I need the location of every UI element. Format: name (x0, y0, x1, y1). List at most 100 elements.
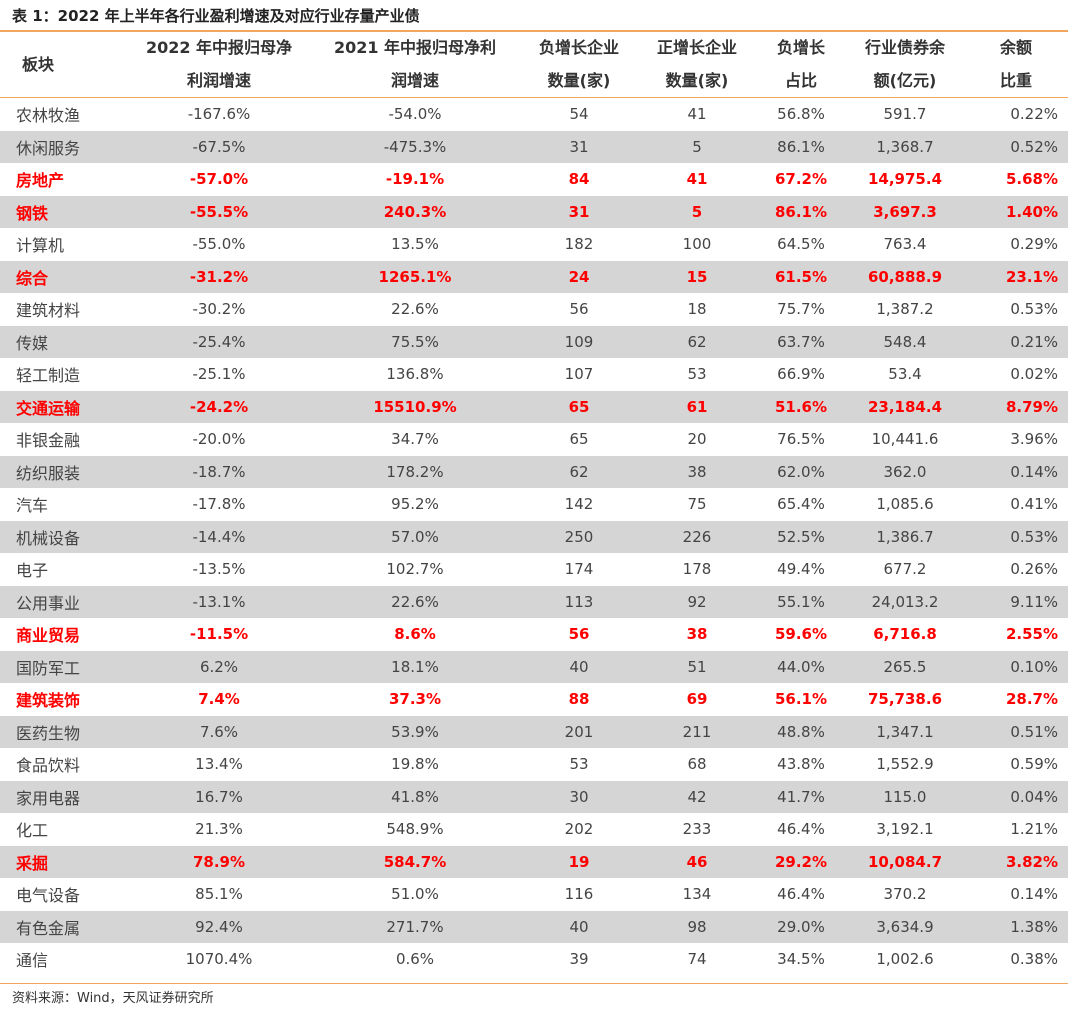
cell-neg-ratio: 46.4% (777, 820, 825, 839)
source-note: 资料来源：Wind，天风证券研究所 (12, 991, 214, 1006)
cell-bond-balance: 1,347.1 (846, 715, 964, 748)
header-neg-count-line1: 负增长企业 (538, 38, 619, 57)
cell-bond-balance: 265.5 (846, 650, 964, 683)
header-bond-balance-line1: 行业债券余 (864, 38, 945, 57)
cell-sector: 化工 (16, 821, 49, 841)
cell-bond-balance: 548.4 (846, 325, 964, 358)
cell-growth-2022: -67.5% (128, 130, 310, 163)
cell-pos-count: 41 (686, 170, 708, 189)
cell-sector: 医药生物 (0, 715, 128, 748)
cell-weight: 0.14% (1010, 885, 1058, 904)
cell-neg-ratio: 46.4% (777, 885, 825, 904)
cell-neg-count: 182 (564, 235, 594, 254)
cell-sector: 计算机 (16, 236, 65, 256)
cell-pos-count: 46 (638, 845, 756, 878)
cell-growth-2021: 136.8% (386, 365, 444, 384)
cell-growth-2021: 8.6% (394, 625, 436, 644)
cell-growth-2021: 22.6% (310, 585, 520, 618)
cell-growth-2022: -14.4% (128, 520, 310, 553)
cell-pos-count: 38 (638, 455, 756, 488)
cell-weight: 1.21% (1010, 820, 1058, 839)
cell-sector: 家用电器 (0, 780, 128, 813)
header-sector: 板块 (22, 54, 55, 74)
cell-neg-count: 65 (520, 390, 638, 423)
cell-neg-ratio: 64.5% (777, 235, 825, 254)
cell-bond-balance: 14,975.4 (867, 170, 943, 189)
cell-pos-count: 15 (638, 260, 756, 293)
cell-growth-2022: -18.7% (128, 455, 310, 488)
cell-weight: 0.14% (964, 455, 1068, 488)
cell-neg-count: 30 (520, 780, 638, 813)
cell-neg-count: 56 (568, 625, 590, 644)
cell-bond-balance: 1,386.7 (846, 520, 964, 553)
cell-neg-count: 113 (520, 585, 638, 618)
cell-bond-balance: 3,192.1 (876, 820, 934, 839)
cell-growth-2021: 34.7% (391, 430, 439, 449)
cell-weight: 0.53% (1010, 300, 1058, 319)
cell-sector: 建筑装饰 (16, 691, 81, 711)
cell-growth-2021: 271.7% (310, 910, 520, 943)
cell-neg-count: 107 (564, 365, 594, 384)
cell-growth-2021: 102.7% (386, 560, 444, 579)
table-row: 公用事业 -13.1% 22.6% 113 92 55.1% 24,013.2 9.11% (0, 585, 1068, 618)
cell-neg-ratio: 75.7% (777, 300, 825, 319)
cell-neg-count: 53 (569, 755, 589, 774)
cell-neg-count: 142 (564, 495, 594, 514)
cell-growth-2022: -57.0% (189, 170, 249, 189)
cell-neg-count: 88 (568, 690, 590, 709)
table-row: 国防军工 6.2% 18.1% 40 51 44.0% 265.5 0.10% (0, 650, 1068, 683)
cell-neg-count: 40 (520, 650, 638, 683)
table-row: 采掘 78.9% 584.7% 19 46 29.2% 10,084.7 3.82% (0, 845, 1068, 878)
cell-sector: 休闲服务 (0, 130, 128, 163)
cell-pos-count: 20 (687, 430, 707, 449)
cell-weight: 0.26% (1010, 560, 1058, 579)
cell-neg-ratio: 56.8% (777, 105, 825, 124)
cell-neg-ratio: 44.0% (756, 650, 846, 683)
cell-weight: 3.82% (964, 845, 1068, 878)
cell-bond-balance: 10,441.6 (871, 430, 939, 449)
cell-weight: 0.02% (1010, 365, 1058, 384)
cell-growth-2021: 584.7% (310, 845, 520, 878)
table-row: 农林牧渔 -167.6% -54.0% 54 41 56.8% 591.7 0.22% (0, 98, 1068, 131)
cell-weight: 0.21% (964, 325, 1068, 358)
top-rule (0, 30, 1068, 32)
cell-growth-2022: -17.8% (192, 495, 246, 514)
cell-growth-2022: -11.5% (189, 625, 249, 644)
header-pos-count-line2: 数量(家) (665, 71, 729, 90)
header-neg-ratio-line1: 负增长 (776, 38, 825, 57)
cell-growth-2021: 240.3% (310, 195, 520, 228)
cell-neg-ratio: 55.1% (756, 585, 846, 618)
cell-neg-count: 174 (564, 560, 594, 579)
cell-neg-ratio: 65.4% (777, 495, 825, 514)
cell-pos-count: 41 (687, 105, 707, 124)
cell-sector: 传媒 (0, 325, 128, 358)
industry-profit-bond-table: 板块 2022 年中报归母净 2021 年中报归母净利 负增长企业 正增长企业 … (0, 32, 1068, 976)
cell-weight: 9.11% (964, 585, 1068, 618)
cell-weight: 0.22% (1010, 105, 1058, 124)
cell-neg-ratio: 86.1% (756, 130, 846, 163)
cell-weight: 0.52% (964, 130, 1068, 163)
cell-bond-balance: 362.0 (846, 455, 964, 488)
cell-weight: 2.55% (1005, 625, 1058, 644)
cell-neg-ratio: 62.0% (756, 455, 846, 488)
cell-pos-count: 211 (638, 715, 756, 748)
cell-bond-balance: 3,634.9 (846, 910, 964, 943)
cell-growth-2022: -167.6% (187, 105, 251, 124)
cell-growth-2022: -24.2% (128, 390, 310, 423)
table-row: 交通运输 -24.2% 15510.9% 65 61 51.6% 23,184.4 8.79% (0, 390, 1068, 423)
cell-bond-balance: 1,002.6 (876, 950, 934, 969)
cell-neg-count: 31 (520, 195, 638, 228)
table-row: 轻工制造 -25.1% 136.8% 107 53 66.9% 53.4 0.02% (0, 358, 1068, 391)
cell-growth-2021: 15510.9% (310, 390, 520, 423)
cell-neg-count: 202 (564, 820, 594, 839)
cell-neg-count: 84 (568, 170, 590, 189)
header-neg-ratio-line2: 占比 (784, 71, 817, 90)
cell-neg-count: 19 (520, 845, 638, 878)
cell-weight: 1.40% (964, 195, 1068, 228)
cell-sector: 有色金属 (0, 910, 128, 943)
cell-growth-2022: 16.7% (128, 780, 310, 813)
cell-neg-ratio: 63.7% (756, 325, 846, 358)
table-body: 农林牧渔 -167.6% -54.0% 54 41 56.8% 591.7 0.22% 休闲服务… (0, 98, 1068, 976)
cell-growth-2022: 1070.4% (185, 950, 253, 969)
table-row: 通信 1070.4% 0.6% 39 74 34.5% 1,002.6 0.38% (0, 943, 1068, 976)
